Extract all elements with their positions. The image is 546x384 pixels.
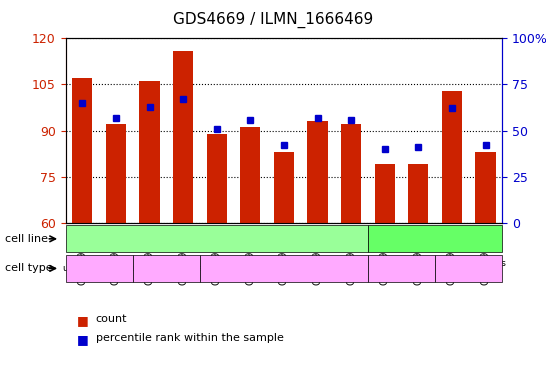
Text: derived neurons CD44-
EGFR-: derived neurons CD44- EGFR- bbox=[232, 259, 336, 278]
Text: ■: ■ bbox=[76, 333, 88, 346]
Text: cell line: cell line bbox=[5, 234, 49, 244]
Text: undifferentiated: undifferentiated bbox=[62, 264, 136, 273]
Text: derived neurons
CD44- EGFR-: derived neurons CD44- EGFR- bbox=[432, 259, 506, 278]
Bar bbox=[274, 152, 294, 223]
Bar bbox=[206, 134, 227, 223]
Text: GDS4669 / ILMN_1666469: GDS4669 / ILMN_1666469 bbox=[173, 12, 373, 28]
Bar bbox=[307, 121, 328, 223]
Text: percentile rank within the sample: percentile rank within the sample bbox=[96, 333, 283, 343]
Bar bbox=[106, 124, 126, 223]
Bar bbox=[476, 152, 496, 223]
Text: derived astrocytes: derived astrocytes bbox=[124, 264, 209, 273]
Bar bbox=[408, 164, 429, 223]
Bar bbox=[442, 91, 462, 223]
Bar bbox=[375, 164, 395, 223]
Text: embryonic stem cell H9: embryonic stem cell H9 bbox=[163, 234, 271, 243]
Bar bbox=[173, 51, 193, 223]
Bar bbox=[341, 124, 361, 223]
Bar bbox=[139, 81, 159, 223]
Text: derived
astrocytes: derived astrocytes bbox=[378, 259, 425, 278]
Bar bbox=[240, 127, 260, 223]
Text: UNC-93B-deficient-induced
pluripotent stem: UNC-93B-deficient-induced pluripotent st… bbox=[373, 229, 497, 248]
Bar bbox=[72, 78, 92, 223]
Text: cell type: cell type bbox=[5, 263, 53, 273]
Text: count: count bbox=[96, 314, 127, 324]
Text: ■: ■ bbox=[76, 314, 88, 327]
